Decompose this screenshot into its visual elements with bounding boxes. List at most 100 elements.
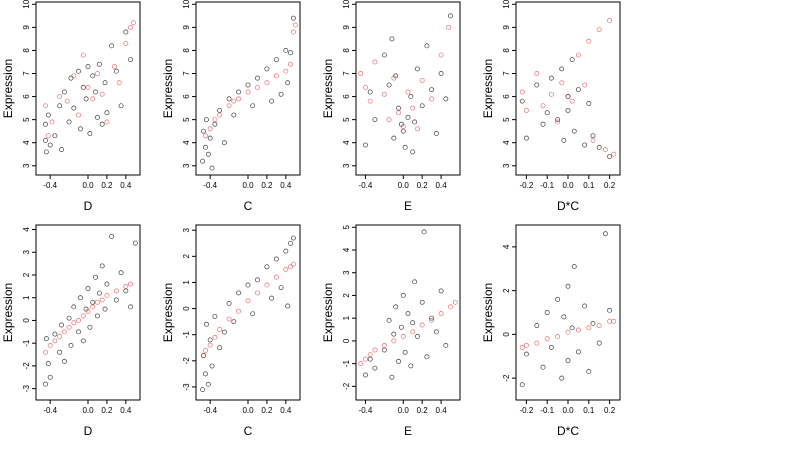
scatter-panel-bottom-3: -0.4 0.0 0.2 0.4 -2 -1 0 1 2 3 4 5 E Expression [321,224,461,438]
data-point [64,98,70,104]
data-point [288,61,293,67]
series-black-points [200,15,296,171]
data-point [438,288,444,294]
scatter-panel-top-4: -0.2 -0.1 0.0 0.1 0.2 3 4 5 6 7 8 9 10 D*C Expression [481,0,621,213]
data-point [273,256,279,262]
x-tick-label: -0.4 [203,181,217,190]
x-tick-label: 0.0 [242,181,254,190]
x-tick-label: 0.0 [82,181,94,190]
x-tick-label: 0.0 [562,181,574,190]
x-tick-label: 0.2 [604,181,616,190]
data-point [386,82,392,88]
data-point [226,316,232,322]
data-point [221,140,227,146]
data-point [85,308,91,314]
data-point [283,47,289,53]
data-point [367,356,373,362]
y-tick-label: 7 [182,71,191,76]
data-point [575,327,581,333]
data-point [408,363,414,369]
data-point [415,333,420,339]
data-point [582,142,588,148]
data-point [45,361,51,367]
data-point [405,114,411,120]
series-black-points [519,57,613,159]
data-point [203,347,208,353]
x-axis-label: C [244,199,253,213]
y-tick-label: 3 [342,163,351,168]
y-tick-label: 4 [182,140,191,145]
y-axis-label: Expression [1,59,15,118]
x-tick-label: -0.1 [540,181,554,190]
x-tick-label: -0.4 [359,406,373,415]
data-point [290,261,296,267]
plot-frame [35,1,141,176]
data-point [559,80,565,86]
data-point [438,311,444,317]
data-point [104,281,110,287]
y-tick-label: 5 [342,224,351,229]
x-tick-label: 0.0 [242,406,254,415]
data-point [93,274,99,280]
data-point [255,84,260,90]
scatter-panel-top-1: -0.4 0.0 0.2 0.4 3 4 5 6 7 8 9 10 D Expression [1,0,141,213]
data-point [523,135,529,141]
data-point [534,71,540,76]
data-point [71,105,77,111]
x-tick-label: 0.2 [417,181,429,190]
data-point [446,24,452,30]
data-point [283,68,289,74]
data-point [269,295,275,301]
series-black-points [43,233,138,387]
data-point [71,304,77,310]
data-point [45,112,51,118]
y-axis-label: Expression [161,283,175,342]
y-tick-label: 0 [22,318,31,323]
data-point [47,374,53,380]
data-point [590,320,596,326]
x-tick-label: 0.2 [417,406,429,415]
data-point [113,68,119,74]
data-point [410,105,416,111]
data-point [575,52,581,58]
data-point [571,264,577,270]
series-black-points [519,231,613,388]
data-point [381,91,387,97]
data-point [429,315,435,321]
y-tick-label: 9 [22,25,31,30]
data-point [128,57,133,63]
y-tick-label: 1 [22,295,31,300]
scatter-panel-bottom-2: -0.4 0.0 0.2 0.4 -3 -2 -1 0 1 2 3 C Expression [161,224,301,438]
data-point [236,290,241,296]
data-point [519,89,525,95]
data-point [236,308,241,314]
data-point [217,345,223,351]
data-point [391,75,397,81]
y-tick-label: -2 [182,357,191,365]
x-tick-label: 0.1 [583,181,595,190]
data-point [415,126,420,132]
data-point [396,358,401,364]
data-point [231,98,237,104]
data-point [118,103,124,109]
data-point [90,73,96,79]
data-point [250,311,256,317]
data-point [255,290,260,296]
data-point [419,299,425,305]
data-point [544,110,550,116]
data-point [71,73,77,79]
y-tick-label: 5 [182,117,191,122]
x-axis-label: E [404,199,412,213]
data-point [396,110,401,116]
data-point [217,112,223,118]
y-tick-label: 9 [342,25,351,30]
data-point [285,80,291,86]
data-point [544,310,550,315]
data-point [534,82,540,88]
data-point [217,327,223,332]
y-tick-label: -1 [22,339,31,347]
data-point [400,128,406,134]
data-point [590,137,596,143]
series-black-points [363,229,449,380]
data-point [90,299,96,305]
